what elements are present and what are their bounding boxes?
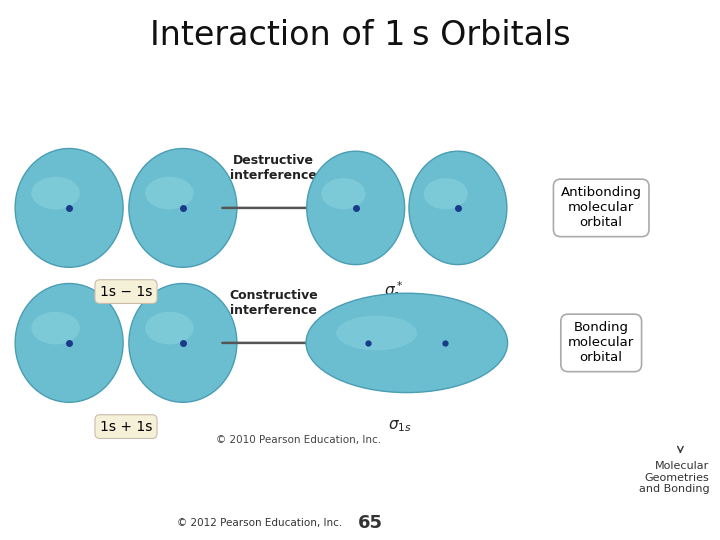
- Text: Destructive
interference: Destructive interference: [230, 154, 317, 182]
- Ellipse shape: [321, 178, 366, 210]
- Text: Constructive
interference: Constructive interference: [229, 289, 318, 317]
- Ellipse shape: [129, 148, 237, 267]
- Ellipse shape: [31, 312, 80, 345]
- Ellipse shape: [129, 284, 237, 402]
- Ellipse shape: [15, 284, 123, 402]
- Ellipse shape: [15, 148, 123, 267]
- Text: Molecular
Geometries
and Bonding: Molecular Geometries and Bonding: [639, 461, 709, 495]
- Text: Antibonding
molecular
orbital: Antibonding molecular orbital: [561, 186, 642, 230]
- Text: Bonding
molecular
orbital: Bonding molecular orbital: [568, 321, 634, 365]
- Text: Interaction of 1 s Orbitals: Interaction of 1 s Orbitals: [150, 18, 570, 52]
- Ellipse shape: [307, 151, 405, 265]
- Ellipse shape: [423, 178, 468, 210]
- Ellipse shape: [306, 293, 508, 393]
- Text: 1s − 1s: 1s − 1s: [100, 285, 152, 299]
- Text: 65: 65: [359, 514, 383, 532]
- Ellipse shape: [409, 151, 507, 265]
- Text: © 2010 Pearson Education, Inc.: © 2010 Pearson Education, Inc.: [216, 435, 382, 445]
- Ellipse shape: [145, 177, 194, 210]
- Ellipse shape: [145, 312, 194, 345]
- Ellipse shape: [336, 315, 417, 350]
- Ellipse shape: [31, 177, 80, 210]
- Text: 1s + 1s: 1s + 1s: [100, 420, 152, 434]
- Text: $\sigma^*_{1s}$: $\sigma^*_{1s}$: [384, 280, 408, 303]
- Text: © 2012 Pearson Education, Inc.: © 2012 Pearson Education, Inc.: [176, 518, 342, 528]
- Text: $\sigma_{1s}$: $\sigma_{1s}$: [387, 418, 412, 435]
